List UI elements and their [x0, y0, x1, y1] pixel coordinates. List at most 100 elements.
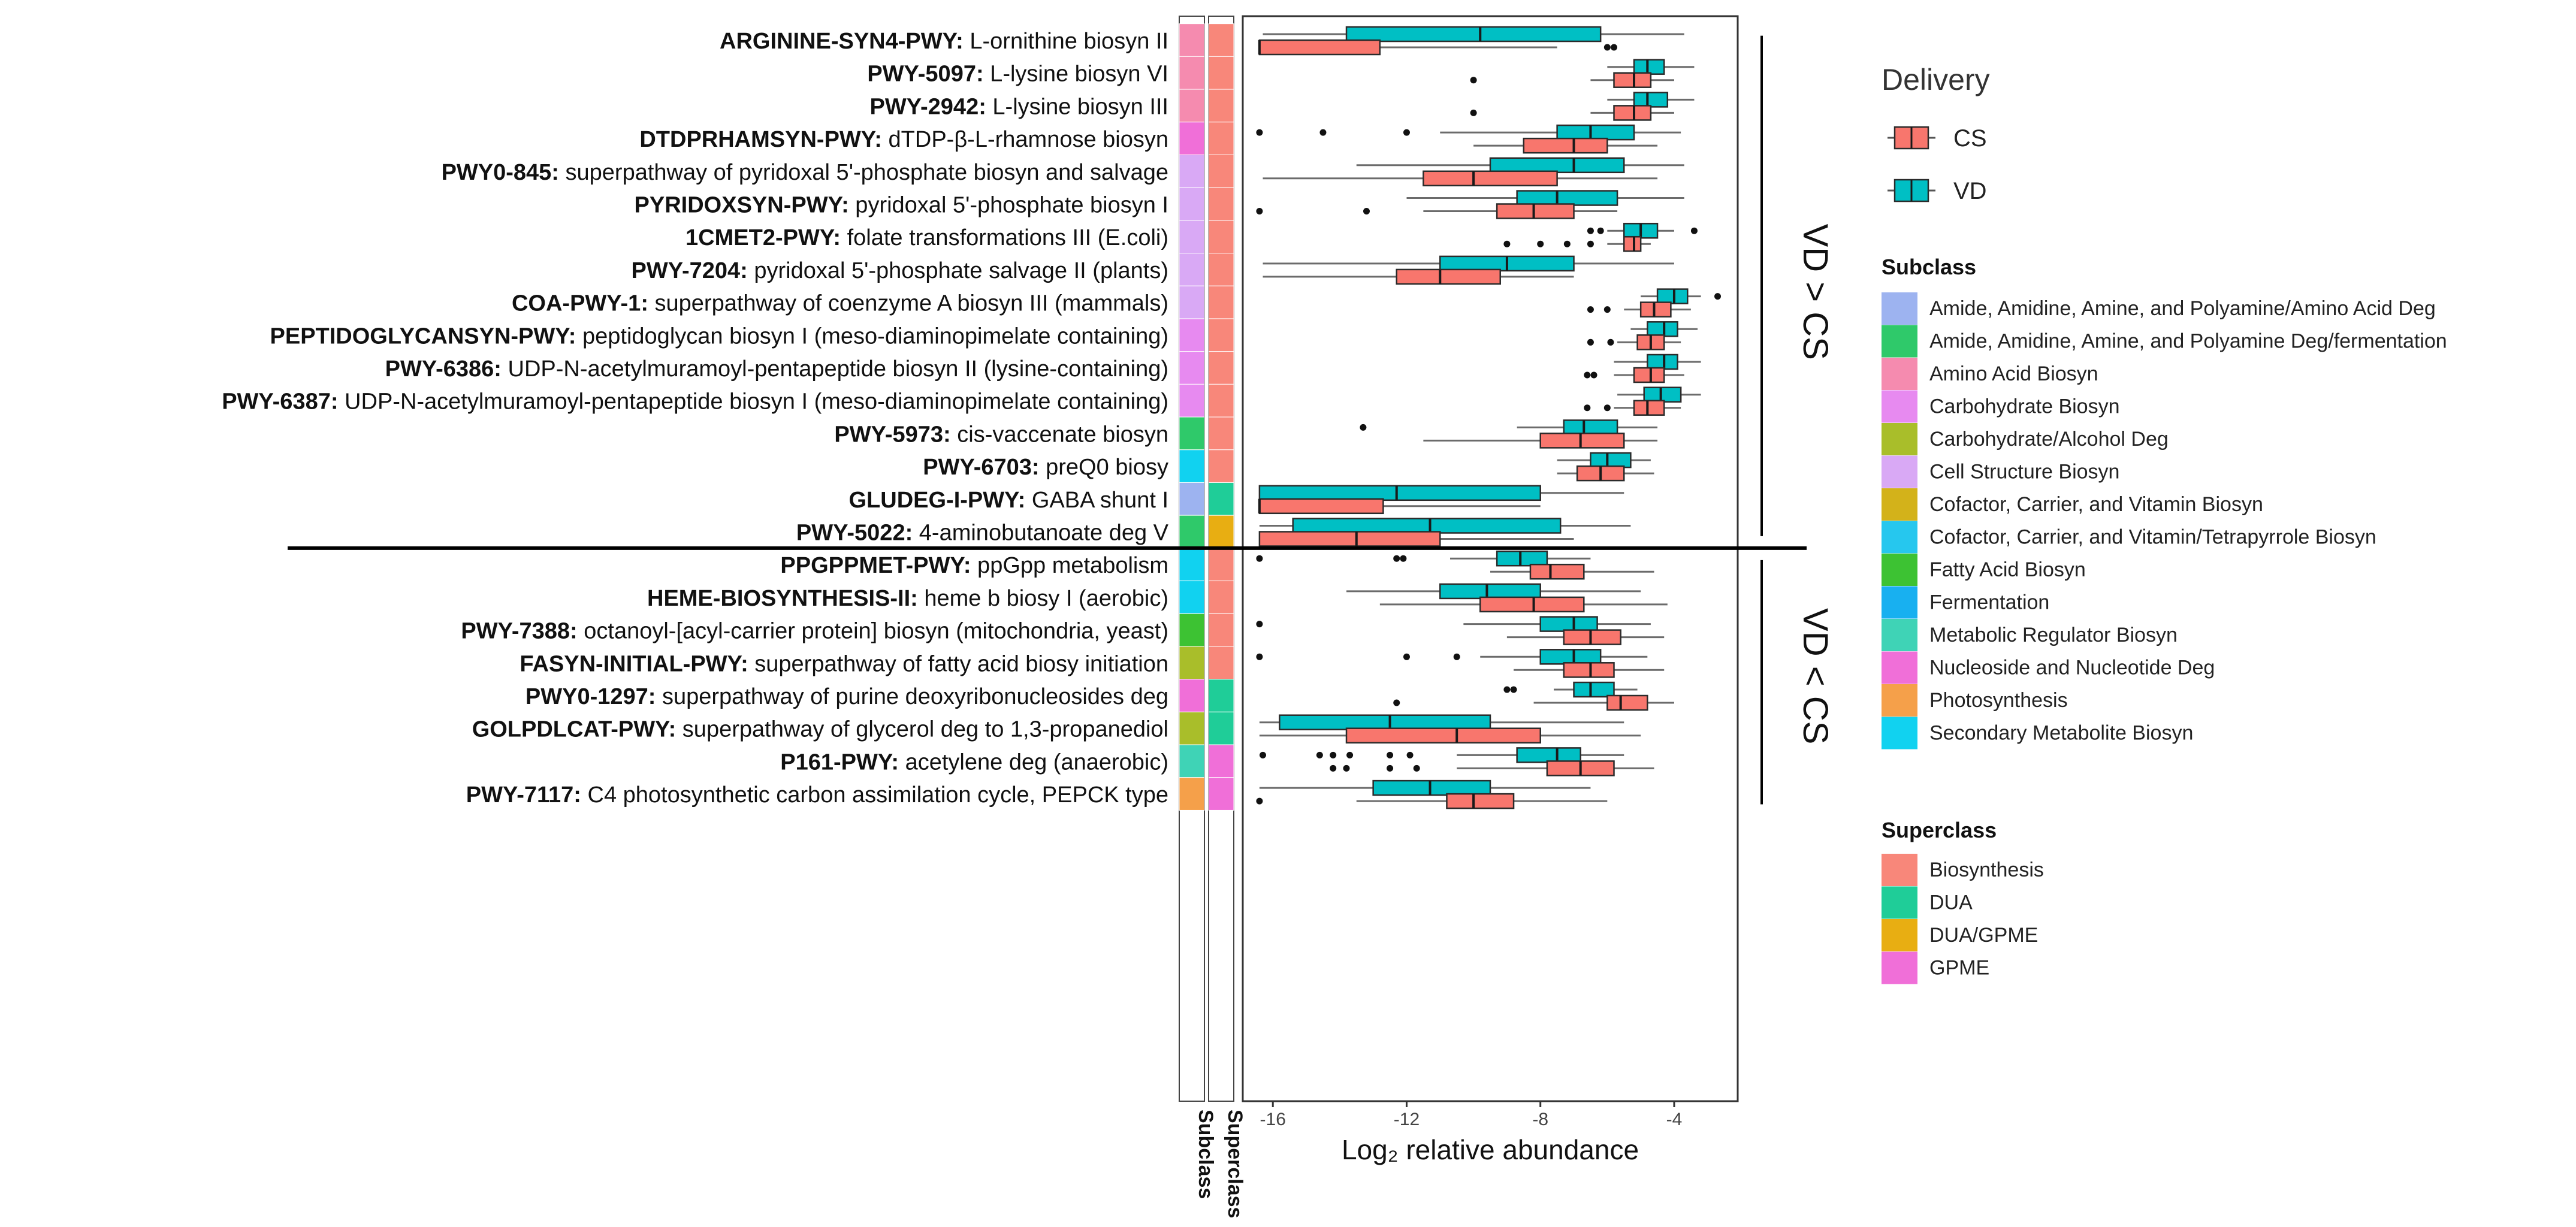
superclass-cell	[1208, 515, 1234, 549]
pathway-labels: ARGININE-SYN4-PWY: L-ornithine biosyn II…	[222, 29, 1168, 808]
superclass-cell	[1208, 548, 1234, 582]
legends: Delivery CS VD Subclass Amide, Amidine, Amin…	[1882, 63, 2447, 984]
vd-box	[1633, 59, 1665, 75]
vd-outlier	[1503, 686, 1511, 693]
subclass-legend-label: Carbohydrate Biosyn	[1929, 395, 2120, 418]
vd-outlier	[1330, 751, 1337, 758]
delivery-legend-title: Delivery	[1882, 63, 1990, 96]
cs-outlier	[1603, 404, 1611, 412]
superclass-cell	[1208, 613, 1234, 647]
subclass-legend-label: Photosynthesis	[1929, 689, 2068, 712]
vd-outlier	[1387, 751, 1394, 758]
vd-box	[1279, 714, 1491, 730]
subclass-legend-label: Secondary Metabolite Biosyn	[1929, 722, 2193, 745]
subclass-legend-label: Cell Structure Biosyn	[1929, 461, 2119, 483]
cs-outlier	[1563, 240, 1571, 247]
superclass-legend-label: GPME	[1929, 957, 1989, 980]
vd-outlier	[1453, 653, 1460, 660]
pathway-id: COA-PWY-1:	[512, 291, 648, 316]
vd-box	[1633, 92, 1669, 108]
pathway-id: FASYN-INITIAL-PWY:	[520, 651, 748, 676]
cs-outlier	[1470, 77, 1477, 84]
cs-box	[1479, 596, 1585, 613]
pathway-label: PWY-7117: C4 photosynthetic carbon assim…	[466, 782, 1168, 808]
pathway-id: PWY-5973:	[834, 422, 950, 447]
vd-box	[1590, 452, 1632, 469]
cs-box	[1633, 400, 1665, 416]
cs-outlier	[1256, 797, 1263, 805]
vd-box	[1563, 419, 1618, 436]
cs-box	[1345, 727, 1541, 744]
pathway-label: PWY0-1297: superpathway of purine deoxyr…	[526, 684, 1168, 709]
pathway-id: PWY-6703:	[923, 455, 1039, 480]
superclass-cell	[1208, 122, 1234, 155]
subclass-cell	[1179, 253, 1205, 286]
pathway-label: DTDPRHAMSYN-PWY: dTDP-β-L-rhamnose biosy…	[639, 127, 1168, 152]
delivery-legend-label: VD	[1953, 178, 1987, 204]
pathway-label: P161-PWY: acetylene deg (anaerobic)	[780, 750, 1168, 775]
pathway-description: UDP-N-acetylmuramoyl-pentapeptide biosyn…	[339, 389, 1169, 415]
superclass-cell	[1208, 449, 1234, 483]
vd-outlier	[1319, 129, 1327, 136]
subclass-legend-swatch	[1882, 423, 1917, 455]
vd-box	[1516, 747, 1581, 763]
pathway-id: PYRIDOXSYN-PWY:	[635, 193, 849, 218]
subclass-cell	[1179, 515, 1205, 549]
pathway-description: 4-aminobutanoate deg V	[913, 521, 1168, 546]
subclass-legend-label: Fatty Acid Biosyn	[1929, 558, 2086, 581]
cs-outlier	[1587, 339, 1594, 346]
cs-box	[1606, 694, 1648, 711]
vd-box	[1489, 157, 1625, 174]
vd-outlier	[1690, 227, 1698, 234]
subclass-legend-label: Nucleoside and Nucleotide Deg	[1929, 657, 2215, 679]
pathway-label: COA-PWY-1: superpathway of coenzyme A bi…	[512, 291, 1168, 316]
cs-box	[1633, 367, 1665, 383]
subclass-cell	[1179, 383, 1205, 418]
subclass-strip-title: Subclass	[1194, 1110, 1217, 1199]
cs-outlier	[1363, 208, 1370, 214]
pathway-description: acetylene deg (anaerobic)	[899, 750, 1168, 775]
cs-outlier	[1603, 44, 1611, 51]
subclass-cell	[1179, 56, 1205, 90]
subclass-cell	[1179, 548, 1205, 582]
pathway-id: GLUDEG-I-PWY:	[848, 488, 1025, 513]
pathway-label: PEPTIDOGLYCANSYN-PWY: peptidoglycan bios…	[270, 324, 1169, 349]
cs-outlier	[1590, 371, 1597, 379]
subclass-cell	[1179, 122, 1205, 155]
subclass-legend-swatch	[1882, 717, 1917, 750]
cs-outlier	[1537, 240, 1544, 247]
superclass-cell	[1208, 482, 1234, 516]
vd-outlier	[1360, 424, 1367, 431]
upper-group-label: VD > CS	[1796, 224, 1835, 360]
pathway-label: FASYN-INITIAL-PWY: superpathway of fatty…	[520, 651, 1168, 676]
vd-outlier	[1346, 751, 1354, 758]
cs-outlier	[1587, 306, 1594, 313]
vd-box	[1539, 616, 1598, 632]
cs-box	[1496, 203, 1575, 219]
pathway-label: PWY-6386: UDP-N-acetylmuramoyl-pentapept…	[385, 356, 1168, 382]
x-tick-label: -12	[1394, 1110, 1420, 1129]
superclass-cell	[1208, 744, 1234, 778]
superclass-cell	[1208, 220, 1234, 254]
cs-outlier	[1587, 240, 1594, 247]
pathway-id: PWY-5097:	[867, 62, 983, 87]
x-tick-label: -8	[1532, 1110, 1548, 1129]
subclass-legend-label: Cofactor, Carrier, and Vitamin Biosyn	[1929, 493, 2263, 516]
pathway-id: PWY-6386:	[385, 356, 502, 382]
superclass-legend-swatch	[1882, 951, 1917, 984]
superclass-cell	[1208, 777, 1234, 811]
subclass-cell	[1179, 220, 1205, 254]
pathway-id: PWY-7388:	[461, 619, 577, 644]
subclass-legend-swatch	[1882, 554, 1917, 586]
subclass-legend-swatch	[1882, 390, 1917, 423]
pathway-label: PWY-5097: L-lysine biosyn VI	[867, 62, 1168, 87]
subclass-cell	[1179, 351, 1205, 385]
vd-box	[1345, 26, 1602, 43]
pathway-id: PWY-7204:	[631, 258, 747, 283]
vd-outlier	[1714, 293, 1722, 300]
pathway-description: L-ornithine biosyn II	[964, 29, 1168, 54]
subclass-legend-title: Subclass	[1882, 255, 1976, 279]
vd-outlier	[1393, 555, 1400, 562]
superclass-strip-title: Superclass	[1224, 1110, 1246, 1218]
x-tick-label: -16	[1260, 1110, 1286, 1129]
